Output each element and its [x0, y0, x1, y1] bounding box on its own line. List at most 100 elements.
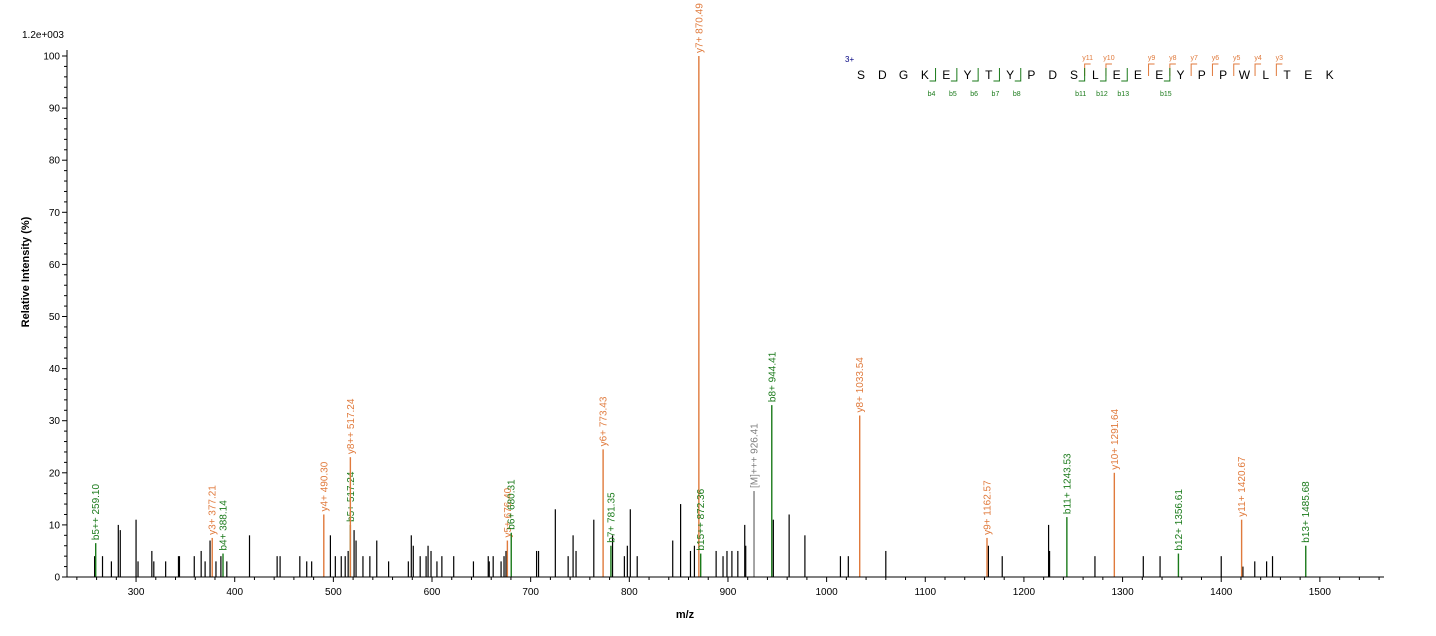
b-ion-bracket [1099, 68, 1107, 82]
y-ion-label: y7 [1190, 55, 1198, 62]
y-ion-label: y10 [1103, 55, 1114, 62]
b-ion-label: b11 [1075, 91, 1086, 98]
y-ion-bracket [1190, 63, 1198, 76]
peak-label: b7+ 781.35 [606, 492, 617, 543]
peak-label: b13+ 1485.68 [1301, 481, 1312, 543]
sequence-residue: Y [1006, 68, 1014, 82]
b-ion-label: b13 [1117, 91, 1129, 98]
sequence-residue: L [1262, 68, 1269, 82]
x-tick-label: 900 [720, 587, 737, 598]
intensity-scale-label: 1.2e+003 [22, 30, 64, 41]
x-tick-label: 500 [325, 587, 342, 598]
b-ion-bracket [993, 68, 1000, 82]
y-ion-bracket [1148, 63, 1155, 76]
y-tick-label: 90 [49, 104, 61, 115]
sequence-residue: W [1239, 68, 1251, 82]
peak-label: y4+ 490.30 [319, 461, 330, 511]
sequence-residue: E [1304, 68, 1312, 82]
b-ion-label: b5 [949, 91, 957, 98]
sequence-residue: G [899, 68, 908, 82]
sequence-residue: E [942, 68, 950, 82]
b-ion-bracket [1078, 68, 1086, 82]
x-tick-label: 1200 [1013, 587, 1036, 598]
x-tick-label: 700 [522, 587, 539, 598]
y-tick-label: 10 [49, 520, 61, 531]
y-axis-title: Relative Intensity (%) [20, 216, 32, 327]
peak-label: b12+ 1356.61 [1174, 489, 1185, 551]
x-axis-title: m/z [676, 609, 695, 621]
sequence-residue: K [921, 68, 929, 82]
peak-label: y5+ 676.40 [503, 487, 514, 537]
y-ion-bracket [1211, 63, 1219, 76]
sequence-residue: S [857, 68, 865, 82]
y-ion-bracket [1233, 63, 1240, 76]
x-tick-label: 800 [621, 587, 638, 598]
peak-label: y11+ 1420.67 [1237, 456, 1248, 517]
peak-label: y8+ 1033.54 [855, 357, 866, 413]
axes: 300 400 500 600 700 800 900 1000 1100 1200 1300 140… [43, 50, 1384, 598]
b-ion-label: b6 [970, 91, 978, 98]
sequence-residue: P [1198, 68, 1206, 82]
y-tick-label: 70 [49, 208, 61, 219]
peak-label: [M]+++ 926.41 [750, 423, 761, 488]
y-ion-label: y8 [1169, 55, 1177, 62]
b-ion-label: b7 [992, 91, 1000, 98]
sequence-residue: P [1027, 68, 1035, 82]
b-ion-label: b8 [1013, 91, 1021, 98]
y-tick-label: 30 [49, 416, 61, 427]
x-tick-label: 600 [424, 587, 441, 598]
y-tick-label: 40 [49, 364, 61, 375]
peak-label: b8+ 944.41 [767, 351, 778, 402]
sequence-residue: D [878, 68, 887, 82]
y-tick-label: 100 [43, 52, 60, 63]
x-tick-label: 1300 [1111, 587, 1134, 598]
y-tick-label: 50 [49, 312, 61, 323]
sequence-residue: L [1092, 68, 1099, 82]
y-tick-label: 60 [49, 260, 61, 271]
sequence-residue: T [985, 68, 993, 82]
sequence-residue: T [1283, 68, 1291, 82]
sequence-residue: D [1048, 68, 1057, 82]
sequence-residue: E [1155, 68, 1163, 82]
x-ticks: 300 400 500 600 700 800 900 1000 1100 1200 1300 140… [76, 577, 1380, 598]
b-ion-bracket [1014, 68, 1022, 82]
sequence-residue: E [1134, 68, 1142, 82]
peak-label: y10+ 1291.64 [1110, 408, 1121, 469]
b-ion-bracket [1163, 68, 1171, 82]
annotated-peaks: b5++ 259.10 y3+ 377.21 b4+ 388.14 y4+ 490.3… [91, 3, 1312, 577]
peak-label: y3+ 377.21 [208, 485, 219, 535]
peak-label: y6+ 773.43 [599, 396, 610, 446]
y-tick-label: 0 [54, 573, 60, 584]
y-ion-label: y11 [1082, 55, 1093, 62]
x-tick-label: 1400 [1210, 587, 1233, 598]
y-ion-label: y6 [1212, 55, 1220, 62]
b-ion-label: b12 [1096, 91, 1108, 98]
x-tick-label: 400 [226, 587, 243, 598]
sequence-residue: E [1113, 68, 1121, 82]
peak-label: b5+ 517.24 [346, 471, 357, 522]
x-tick-label: 1100 [915, 587, 937, 598]
b-ion-label: b15 [1160, 91, 1172, 98]
b-ion-bracket [1121, 68, 1128, 82]
b-ion-label: b4 [928, 91, 936, 98]
y-ion-label: y5 [1233, 55, 1241, 62]
peak-label: y7+ 870.49 [694, 3, 705, 53]
peak-label: y8++ 517.24 [346, 398, 357, 454]
peak-label: b6+ 680.31 [507, 479, 518, 530]
precursor-charge-label: 3+ [845, 55, 854, 64]
b-ion-bracket [950, 68, 958, 82]
peak-label: b5++ 259.10 [91, 484, 102, 541]
b-ion-bracket [929, 68, 937, 82]
y-ion-bracket [1275, 63, 1283, 76]
y-ion-label: y9 [1148, 55, 1156, 62]
y-ion-label: y3 [1276, 55, 1284, 62]
peak-label: b4+ 388.14 [219, 500, 230, 551]
x-tick-label: 300 [128, 587, 145, 598]
peak-label: y9+ 1162.57 [982, 480, 993, 535]
x-tick-label: 1000 [815, 587, 838, 598]
sequence-residue: Y [963, 68, 971, 82]
b-ion-bracket [972, 68, 979, 82]
